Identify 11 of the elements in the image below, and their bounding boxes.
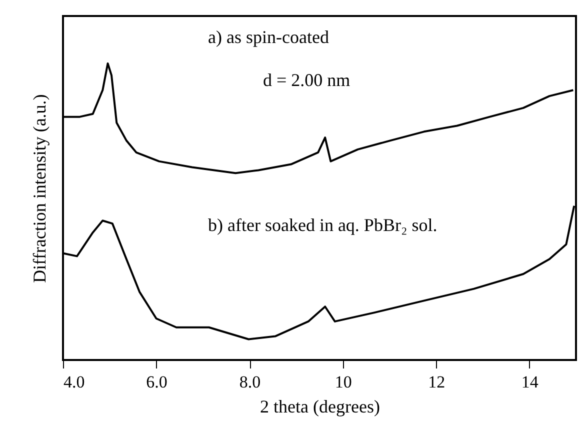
x-tick-label: 12 bbox=[428, 372, 446, 392]
y-axis-title: Diffraction intensity (a.u.) bbox=[30, 94, 50, 283]
x-tick-label: 6.0 bbox=[146, 372, 168, 392]
text: a) as spin-coated bbox=[208, 27, 329, 47]
x-tick-label: 14 bbox=[521, 372, 539, 392]
x-tick-label: 10 bbox=[334, 372, 352, 392]
annotation: b) after soaked in aq. PbBr₂ sol. bbox=[208, 215, 438, 235]
x-tick-label: 4.0 bbox=[64, 372, 85, 392]
x-tick-label: 8.0 bbox=[239, 372, 261, 392]
annotation: d = 2.00 nm bbox=[263, 70, 350, 90]
x-axis-title: 2 theta (degrees) bbox=[260, 396, 380, 416]
